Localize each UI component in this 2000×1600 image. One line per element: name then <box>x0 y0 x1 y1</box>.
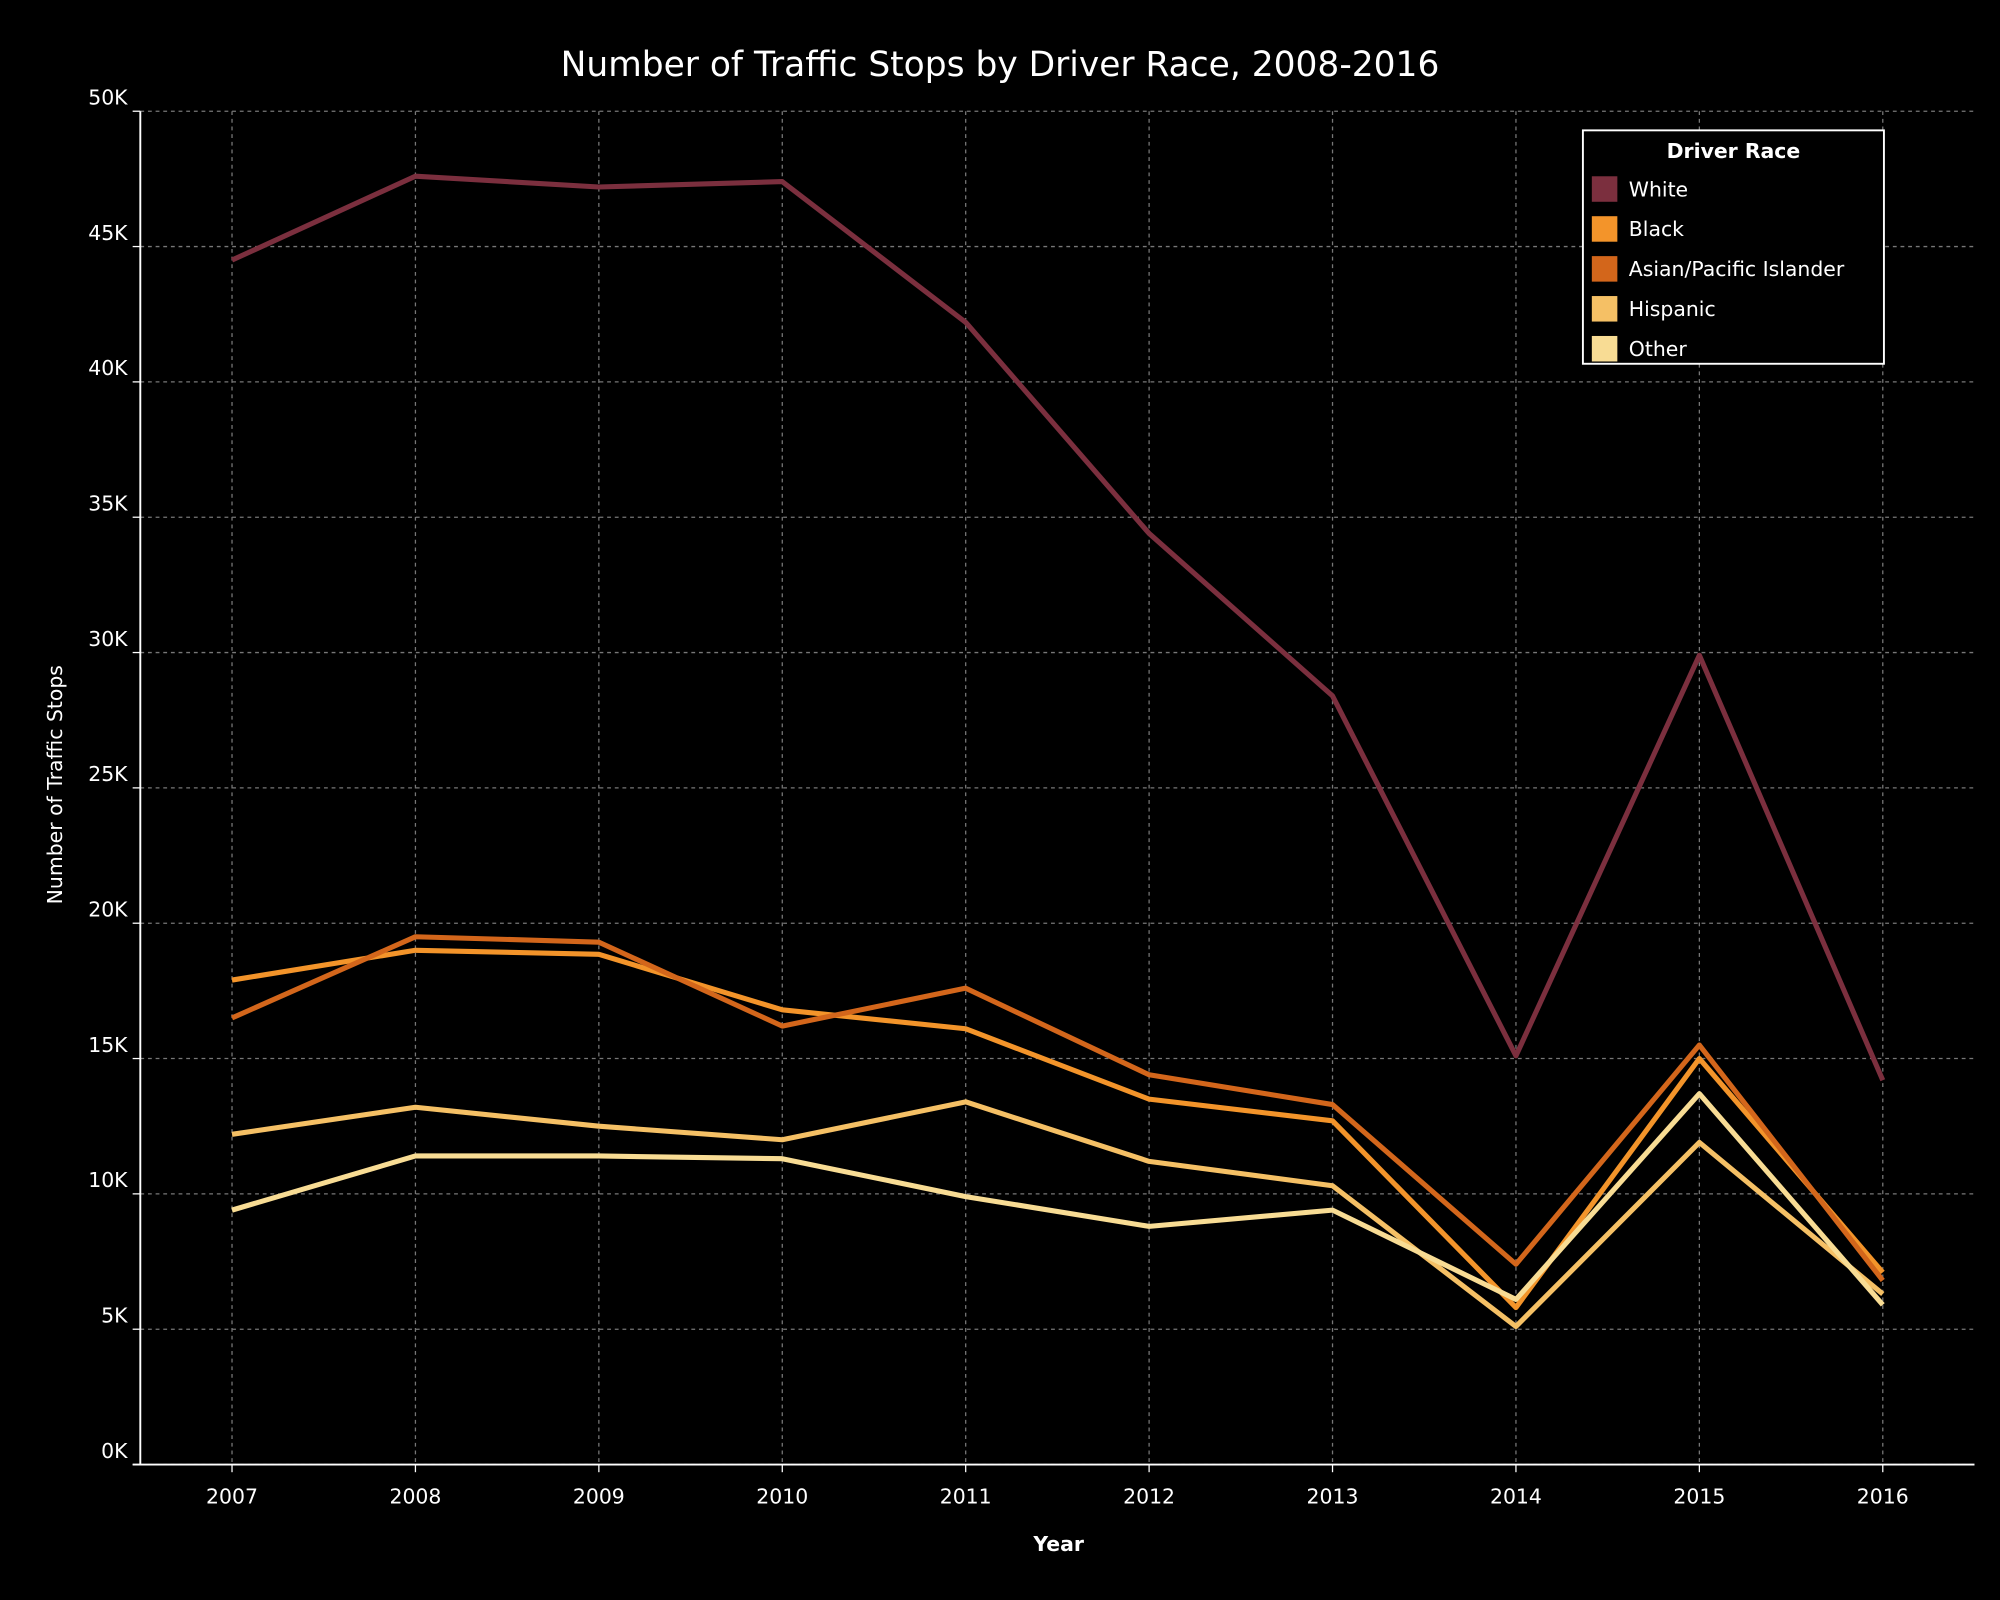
legend-swatch <box>1591 256 1618 282</box>
x-tick-label: 2008 <box>389 1485 441 1509</box>
legend-label: Other <box>1629 337 1688 361</box>
y-tick-label: 0K <box>101 1439 128 1463</box>
x-tick-label: 2014 <box>1490 1485 1542 1509</box>
y-tick-label: 50K <box>88 85 128 109</box>
legend-swatch <box>1591 216 1618 242</box>
legend-label: Asian/Pacific Islander <box>1629 257 1845 281</box>
x-tick-label: 2012 <box>1123 1485 1175 1509</box>
x-tick-label: 2015 <box>1673 1485 1725 1509</box>
series-line <box>230 934 1885 1283</box>
legend-swatch <box>1591 176 1618 202</box>
x-tick-label: 2016 <box>1857 1485 1909 1509</box>
y-tick-label: 40K <box>88 356 128 380</box>
legend-box <box>1581 129 1885 365</box>
legend-swatch <box>1591 335 1618 362</box>
legend-swatch <box>1591 296 1618 322</box>
x-tick-label: 2007 <box>206 1485 258 1509</box>
series-line <box>231 1099 1885 1330</box>
x-tick-label: 2010 <box>756 1485 808 1509</box>
y-tick-label: 5K <box>101 1303 128 1327</box>
chart-title: Number of Traffic Stops by Driver Race, … <box>561 45 1440 85</box>
x-tick-label: 2013 <box>1307 1485 1359 1509</box>
y-tick-label: 45K <box>88 221 128 245</box>
series-line <box>230 173 1886 1082</box>
y-tick-label: 10K <box>88 1168 128 1192</box>
legend-label: Black <box>1629 217 1684 241</box>
y-tick-label: 20K <box>88 897 128 921</box>
x-axis-label: Year <box>1032 1532 1084 1556</box>
legend-title: Driver Race <box>1667 139 1801 163</box>
x-tick-label: 2009 <box>573 1485 625 1509</box>
series-line <box>231 947 1885 1311</box>
legend-label: Hispanic <box>1629 297 1716 321</box>
y-axis-label: Number of Traffic Stops <box>43 665 67 904</box>
series-line <box>231 1091 1885 1307</box>
x-tick-label: 2011 <box>940 1485 992 1509</box>
y-tick-label: 35K <box>88 491 128 515</box>
y-tick-label: 30K <box>88 627 128 651</box>
y-tick-label: 15K <box>88 1033 128 1057</box>
legend-label: White <box>1629 177 1688 201</box>
y-tick-label: 25K <box>88 762 128 786</box>
